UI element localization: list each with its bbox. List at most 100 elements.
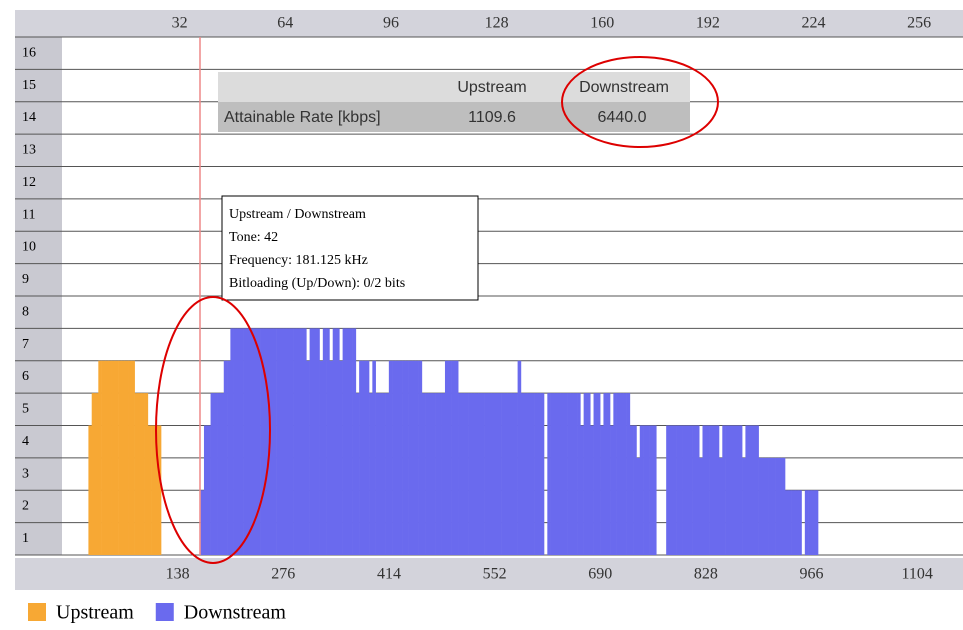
bar: [785, 490, 789, 555]
bar: [771, 457, 776, 555]
bar: [768, 457, 773, 555]
bar: [256, 328, 261, 555]
y-tick-label: 12: [22, 175, 36, 190]
table-header-bg: [218, 72, 690, 102]
bar: [319, 360, 324, 555]
bar: [312, 328, 317, 555]
bar: [210, 393, 215, 555]
bar: [359, 360, 363, 555]
x-tick-label: 160: [590, 15, 614, 32]
y-tick-label: 9: [22, 272, 29, 287]
bar: [590, 425, 594, 555]
highlight-ellipse: [155, 296, 271, 564]
bar: [745, 425, 750, 555]
y-tick-label: 15: [22, 78, 36, 93]
bar: [418, 360, 423, 555]
bar: [781, 457, 786, 555]
bar: [639, 425, 644, 555]
bar: [444, 360, 449, 555]
bar: [593, 393, 598, 555]
bar: [474, 393, 479, 555]
bar: [676, 425, 680, 555]
bar: [382, 393, 386, 555]
bar: [679, 425, 683, 555]
bar: [157, 425, 162, 555]
rate-table: Upstream Downstream Attainable Rate [kbp…: [218, 72, 690, 132]
bar: [293, 328, 297, 555]
bar: [461, 393, 466, 555]
bar: [144, 393, 149, 555]
bar: [223, 360, 228, 555]
x-tick-label: 256: [907, 15, 931, 32]
bar: [336, 328, 340, 555]
bar: [326, 328, 330, 555]
bar: [600, 425, 604, 555]
bar: [345, 328, 350, 555]
bar: [151, 425, 155, 555]
bar: [266, 328, 271, 555]
bar: [378, 393, 383, 555]
bar: [365, 360, 370, 555]
bar: [497, 393, 502, 555]
highlight-ellipse: [561, 56, 719, 148]
bar: [332, 328, 337, 555]
bar: [752, 425, 756, 555]
x-tick-label: 224: [802, 15, 826, 32]
tooltip: Upstream / Downstream Tone: 42 Frequency…: [221, 195, 479, 301]
x2-tick-label: 966: [800, 566, 824, 583]
bar: [260, 328, 264, 555]
bar: [95, 393, 99, 555]
bar: [735, 425, 740, 555]
bar: [415, 360, 419, 555]
bar: [114, 360, 119, 555]
bar: [233, 328, 238, 555]
bar: [567, 393, 571, 555]
table-cell: 1109.6: [468, 109, 516, 126]
bar: [610, 425, 614, 555]
bar: [646, 425, 650, 555]
bar: [811, 490, 816, 555]
x2-tick-label: 276: [271, 566, 295, 583]
table-row-bg: [218, 102, 690, 132]
bar: [695, 425, 700, 555]
bar: [269, 328, 274, 555]
bar: [603, 393, 608, 555]
bar: [718, 457, 723, 555]
bar: [573, 393, 578, 555]
bar: [758, 457, 763, 555]
bar: [101, 360, 106, 555]
bar: [669, 425, 674, 555]
bar: [306, 360, 310, 555]
bar: [448, 360, 452, 555]
bar: [279, 328, 284, 555]
bar: [471, 393, 475, 555]
bar: [124, 360, 129, 555]
y-tick-label: 2: [22, 499, 29, 514]
bar: [329, 360, 334, 555]
bar: [520, 393, 525, 555]
bar: [791, 490, 796, 555]
x2-tick-label: 1104: [901, 566, 932, 583]
bar: [296, 328, 301, 555]
bar: [421, 393, 426, 555]
y-tick-label: 5: [22, 402, 29, 417]
bar: [583, 393, 588, 555]
bar: [349, 328, 353, 555]
legend: Upstream Downstream: [28, 602, 286, 624]
bar: [804, 490, 809, 555]
bar: [507, 393, 512, 555]
bar: [134, 393, 139, 555]
bar: [742, 457, 746, 555]
y-tick-label: 4: [22, 434, 29, 449]
bar: [755, 425, 759, 555]
y-tick-label: 1: [22, 531, 29, 546]
bar: [702, 425, 707, 555]
bar: [586, 393, 591, 555]
bar: [563, 393, 568, 555]
x-tick-label: 192: [696, 15, 720, 32]
tooltip-line: Frequency: 181.125 kHz: [229, 253, 368, 268]
table-cell: Attainable Rate [kbps]: [224, 109, 381, 126]
bar: [808, 490, 812, 555]
